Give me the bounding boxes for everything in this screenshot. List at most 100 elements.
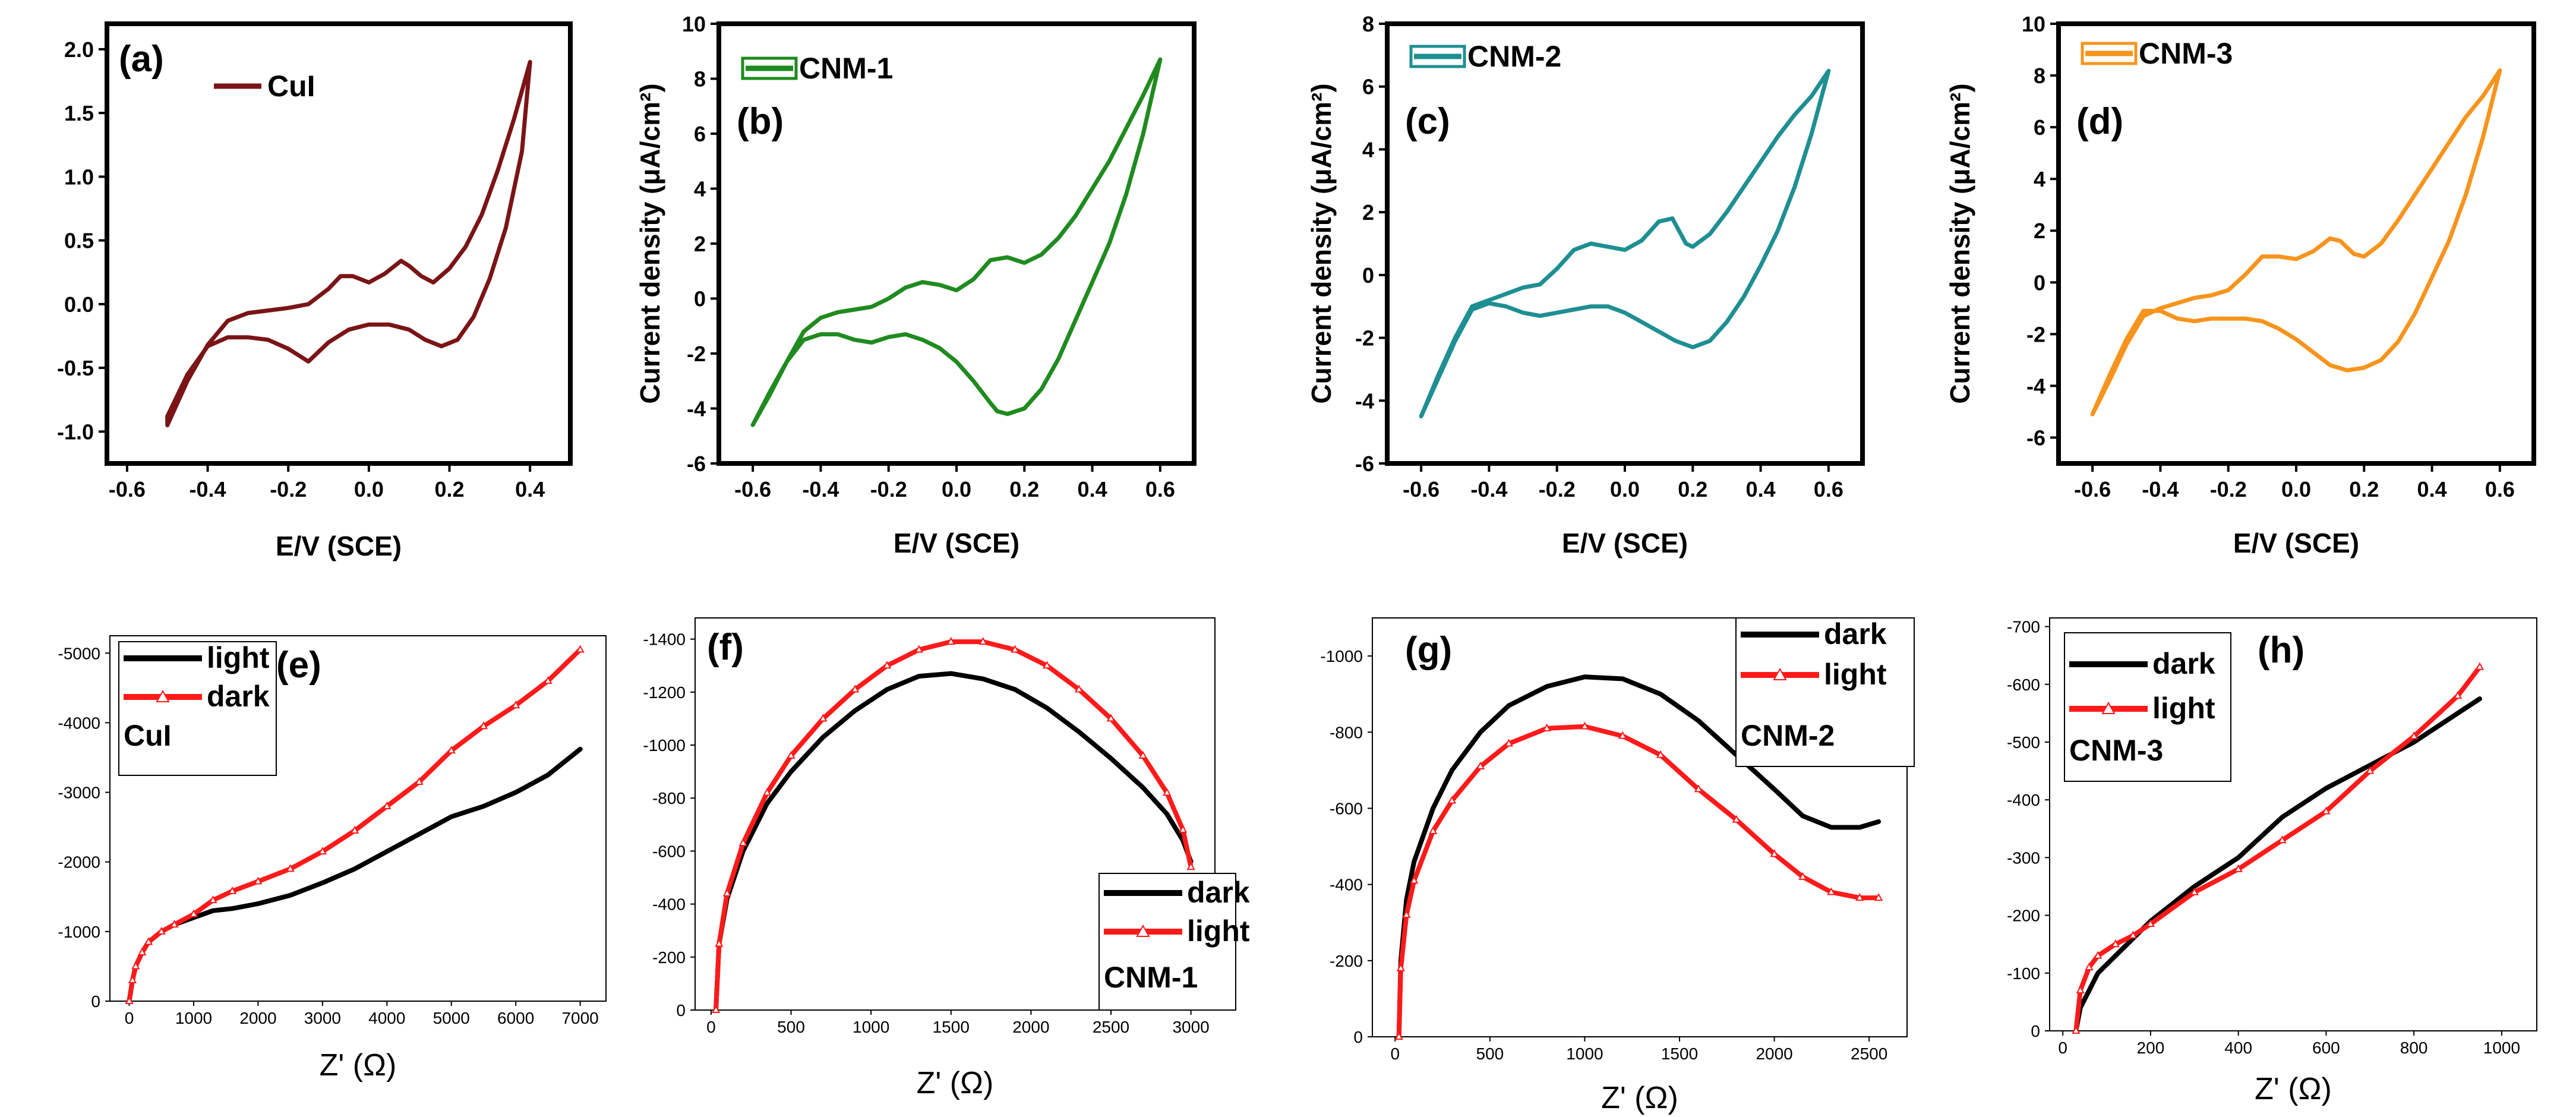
x-axis-label: E/V (SCE) (2233, 528, 2359, 558)
y-tick-label: -400 (652, 895, 686, 914)
data-point (711, 1005, 721, 1013)
data-point (819, 714, 828, 722)
x-tick-label: -0.6 (1403, 477, 1439, 501)
y-tick-label: -6 (687, 452, 706, 476)
y-tick-label: -2 (687, 342, 706, 366)
data-point (1855, 892, 1864, 901)
x-axis-label: Z' (Ω) (320, 1048, 397, 1083)
data-point (2111, 939, 2120, 948)
data-point (1476, 761, 1485, 769)
data-point (511, 701, 520, 709)
x-tick-label: 3000 (304, 1009, 341, 1027)
x-tick-label: 3000 (1172, 1018, 1209, 1036)
legend-label: CNM-3 (2139, 37, 2233, 70)
y-tick-label: -200 (2007, 907, 2040, 925)
data-point (254, 876, 263, 885)
panel-label: (e) (276, 645, 321, 686)
data-point (1410, 876, 1419, 884)
data-point (762, 788, 772, 796)
x-tick-label: 0 (2058, 1039, 2067, 1057)
data-point (138, 947, 147, 955)
data-point (2322, 806, 2331, 815)
y-axis-label: Current density (μA/cm²) (1306, 83, 1337, 403)
data-point (2190, 887, 2199, 895)
data-point (157, 926, 166, 935)
x-tick-label: 0 (125, 1009, 134, 1027)
y-tick-label: -600 (1330, 799, 1363, 818)
y-tick-label: 10 (2022, 12, 2045, 36)
x-tick-label: 2000 (1756, 1045, 1792, 1063)
x-tick-label: 7000 (561, 1009, 598, 1027)
data-point (1732, 815, 1741, 823)
legend-marker (1136, 924, 1150, 937)
x-tick-label: -0.2 (1539, 477, 1576, 501)
plot-frame (1372, 617, 1908, 1037)
x-tick-label: 0.2 (434, 477, 464, 501)
data-point (1138, 750, 1148, 759)
x-tick-label: -0.6 (734, 477, 771, 501)
y-tick-label: -600 (652, 842, 686, 860)
legend-marker (2101, 701, 2116, 714)
x-tick-label: 0.0 (942, 477, 971, 501)
y-tick-label: -0.5 (57, 356, 94, 380)
y-tick-label: -500 (2007, 733, 2040, 752)
y-tick-label: 0.0 (64, 292, 94, 317)
x-tick-label: -0.4 (190, 477, 226, 501)
series-line-dark (714, 671, 1194, 1012)
legend-label: dark (1187, 876, 1250, 909)
y-tick-label: -400 (2007, 791, 2040, 809)
legend-label: light (207, 641, 270, 674)
legend-label: CNM-2 (1467, 40, 1561, 73)
data-point (1074, 684, 1084, 693)
y-tick-label: -300 (2007, 848, 2040, 867)
x-tick-label: 0 (1391, 1045, 1400, 1063)
x-tick-label: 0.2 (1678, 477, 1707, 501)
x-tick-label: 1500 (933, 1018, 970, 1036)
data-point (1394, 1031, 1403, 1040)
y-tick-label: 0 (1353, 1028, 1363, 1046)
y-axis-label: Current density (μA/cm²) (634, 83, 665, 403)
plot-frame (2049, 617, 2537, 1031)
legend-note: CNM-2 (1741, 719, 1835, 752)
x-tick-label: 4000 (368, 1009, 405, 1027)
data-point (1770, 849, 1779, 857)
x-tick-label: -0.2 (870, 477, 907, 501)
x-tick-label: 2000 (1012, 1018, 1049, 1036)
x-tick-label: 0.0 (354, 477, 384, 501)
data-point (350, 825, 359, 834)
data-point (1402, 910, 1411, 918)
data-point (715, 939, 724, 947)
data-point (978, 637, 987, 645)
x-tick-label: 0.6 (1145, 477, 1175, 501)
data-point (1504, 739, 1513, 747)
data-point (2366, 766, 2375, 774)
x-tick-label: -0.6 (2074, 477, 2111, 501)
y-tick-label: -6 (1355, 452, 1374, 476)
data-point (1580, 721, 1589, 730)
plot-frame (2056, 21, 2536, 466)
data-point (1874, 892, 1883, 901)
data-point (851, 684, 860, 693)
panel-label: (c) (1405, 101, 1450, 142)
series-line-dark (1396, 674, 1882, 1039)
y-tick-label: 0.5 (64, 229, 94, 253)
panel-h: 0 200 400 600 800 1000 0 -100 -200 -300 -400 -500 -6… (2007, 617, 2537, 1106)
y-tick-label: 6 (694, 122, 706, 146)
x-tick-label: 0.4 (515, 477, 545, 501)
y-tick-label: -5000 (58, 644, 100, 662)
panel-a: -0.6 -0.4 -0.2 0.0 0.2 0.4 -1.0 -0.5 0.0 0.5 1.0 1.… (57, 21, 573, 561)
panel-label: (d) (2076, 101, 2123, 142)
x-tick-label: 0.2 (1009, 477, 1039, 501)
data-point (738, 838, 747, 847)
x-tick-label: 2500 (1851, 1045, 1887, 1063)
y-tick-label: -800 (652, 789, 686, 807)
data-point (787, 750, 795, 759)
data-point (2085, 963, 2094, 971)
x-axis-label: E/V (SCE) (894, 528, 1019, 558)
y-tick-label: -1000 (1320, 647, 1363, 665)
x-tick-label: 500 (1476, 1045, 1504, 1063)
series-line-CNM-2 (1419, 68, 1831, 419)
x-tick-label: 0.4 (1746, 477, 1776, 501)
legend-label: light (2152, 692, 2215, 725)
data-point (144, 937, 153, 945)
